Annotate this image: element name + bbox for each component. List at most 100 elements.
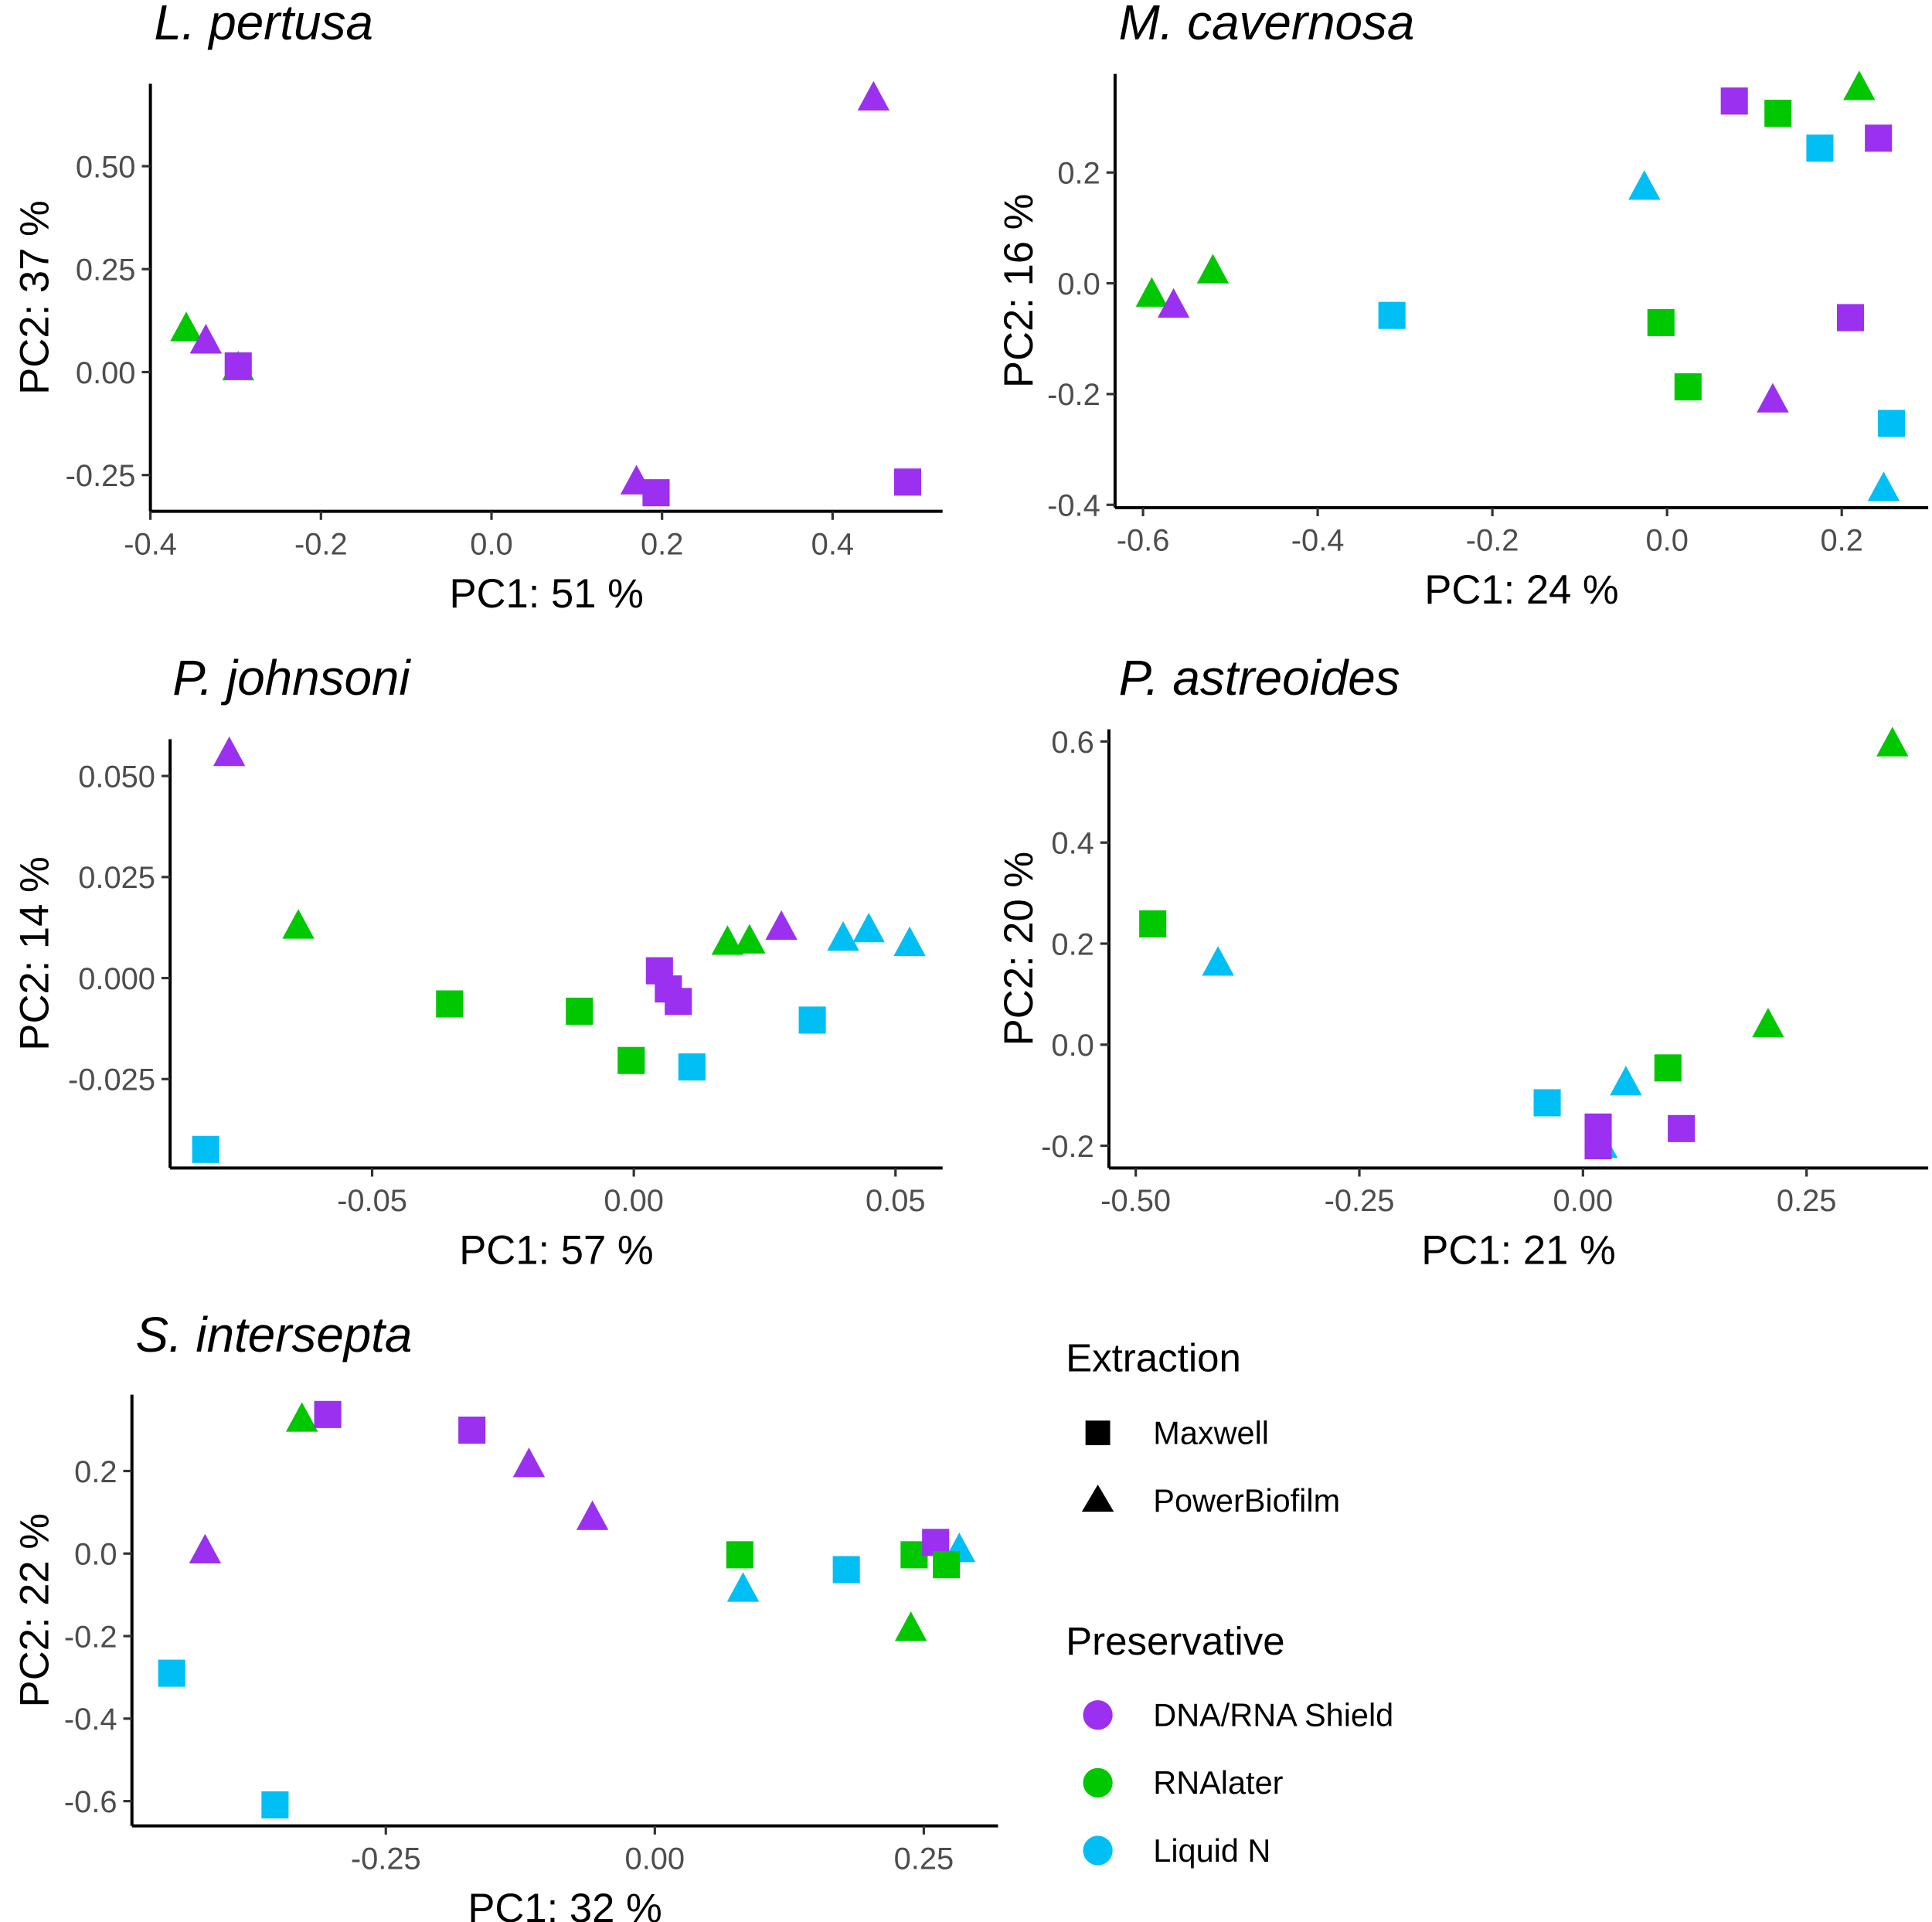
point-triangle: [726, 1572, 760, 1602]
point-square: [1865, 124, 1893, 152]
point-square: [224, 352, 252, 380]
y-tick-label: 0.25: [76, 253, 136, 287]
point-square: [798, 1006, 826, 1034]
point-triangle: [1157, 287, 1190, 318]
point-triangle: [1843, 70, 1876, 100]
y-tick-label: 0.2: [1051, 927, 1094, 961]
point-triangle: [711, 925, 744, 955]
y-tick-label: -0.4: [1047, 489, 1100, 523]
point-square: [436, 990, 464, 1018]
y-tick-label: 0.025: [78, 861, 155, 895]
point-square: [642, 479, 670, 507]
point-triangle: [1135, 277, 1168, 307]
x-tick-label: 0.00: [604, 1184, 664, 1218]
point-square: [1806, 134, 1834, 162]
point-triangle: [1876, 726, 1909, 757]
point-square: [566, 997, 594, 1025]
x-tick-label: -0.6: [1117, 524, 1170, 558]
x-tick-label: -0.05: [337, 1184, 407, 1218]
point-square: [1647, 308, 1675, 336]
y-tick-label: -0.2: [1047, 378, 1100, 412]
x-tick-label: -0.25: [351, 1842, 421, 1876]
legend-label-rnalater: RNAlater: [1153, 1764, 1283, 1801]
x-axis-label: PC1: 21 %: [1421, 1228, 1615, 1274]
y-axis-label: PC2: 37 %: [12, 200, 57, 394]
point-triangle: [894, 1611, 927, 1641]
point-triangle: [852, 913, 885, 943]
y-tick-label: 0.2: [1057, 157, 1100, 191]
legend-preservative-title: Preservative: [1066, 1619, 1284, 1663]
legend-label-shield: DNA/RNA Shield: [1153, 1697, 1393, 1733]
y-tick-label: -0.4: [64, 1703, 117, 1737]
point-square: [617, 1046, 645, 1074]
point-square: [832, 1556, 860, 1584]
legend-label-liquidn: Liquid N: [1153, 1832, 1270, 1869]
point-square: [1584, 1132, 1612, 1160]
legend-circle-shield-icon: [1083, 1700, 1113, 1730]
x-tick-label: 0.2: [1821, 524, 1863, 558]
point-square: [1139, 910, 1167, 938]
x-tick-label: 0.25: [894, 1842, 954, 1876]
point-square: [1878, 410, 1906, 437]
x-tick-label: -0.2: [294, 527, 348, 561]
point-triangle: [213, 736, 246, 767]
legend-triangle-icon: [1081, 1485, 1114, 1512]
legend-square-icon: [1085, 1420, 1111, 1446]
y-tick-label: 0.0: [74, 1538, 117, 1572]
panel-title: M. cavernosa: [1119, 0, 1415, 50]
x-axis-label: PC1: 32 %: [468, 1886, 662, 1922]
y-tick-label: 0.0: [1057, 267, 1100, 301]
point-square: [1674, 373, 1702, 401]
panel-m-cavernosa: M. cavernosa -0.6 -0.4 -0.2 0.0 0.2 -0.4 -0.2 0.…: [996, 0, 1929, 613]
y-tick-label: 0.050: [78, 760, 155, 794]
y-tick-label: -0.25: [66, 459, 136, 493]
panel-title: P. astreoides: [1119, 650, 1400, 706]
point-triangle: [733, 924, 766, 954]
x-tick-label: 0.0: [470, 527, 512, 561]
point-triangle: [765, 910, 798, 941]
point-triangle: [189, 324, 223, 354]
point-triangle: [1867, 471, 1900, 502]
point-triangle: [1202, 946, 1234, 976]
x-tick-label: 0.05: [866, 1184, 926, 1218]
point-square: [933, 1551, 961, 1579]
x-tick-label: -0.4: [124, 527, 177, 561]
point-square: [1764, 100, 1792, 128]
panel-title: P. johnsoni: [172, 650, 411, 706]
point-square: [893, 468, 922, 496]
point-square: [192, 1135, 219, 1163]
panel-title: L. pertusa: [154, 0, 373, 50]
point-triangle: [1752, 1007, 1784, 1038]
point-triangle: [170, 311, 202, 342]
y-axis-label: PC2: 22 %: [12, 1513, 57, 1707]
point-triangle: [282, 909, 315, 939]
point-square: [1378, 301, 1406, 329]
y-axis-label: PC2: 20 %: [996, 852, 1042, 1046]
panel-s-intersepta: S. intersepta -0.25 0.00 0.25 -0.6 -0.4 -0.2 0.…: [12, 1307, 998, 1922]
x-tick-label: -0.2: [1466, 524, 1519, 558]
point-square: [726, 1541, 753, 1569]
point-square: [1720, 87, 1748, 115]
point-square: [314, 1400, 342, 1428]
x-tick-label: -0.50: [1100, 1184, 1171, 1218]
x-axis-label: PC1: 51 %: [449, 571, 643, 617]
y-tick-label: -0.6: [64, 1785, 117, 1819]
point-square: [1668, 1114, 1696, 1142]
point-triangle: [857, 80, 890, 111]
point-triangle: [827, 921, 859, 951]
point-square: [261, 1791, 289, 1818]
point-square: [665, 988, 692, 1015]
point-square: [1836, 304, 1865, 332]
point-square: [678, 1053, 706, 1081]
legend-label-maxwell: Maxwell: [1153, 1414, 1269, 1451]
legend: Extraction Maxwell PowerBiofilm Preserva…: [1066, 1335, 1393, 1869]
y-axis-label: PC2: 16 %: [996, 194, 1042, 388]
legend-circle-liquidn-icon: [1083, 1835, 1113, 1866]
point-triangle: [285, 1402, 318, 1432]
x-tick-label: -0.25: [1325, 1184, 1395, 1218]
x-tick-label: 0.4: [811, 527, 854, 561]
y-tick-label: 0.00: [76, 356, 136, 390]
y-axis-label: PC2: 14 %: [12, 856, 57, 1050]
panel-title: S. intersepta: [135, 1307, 412, 1362]
point-square: [1654, 1054, 1682, 1082]
